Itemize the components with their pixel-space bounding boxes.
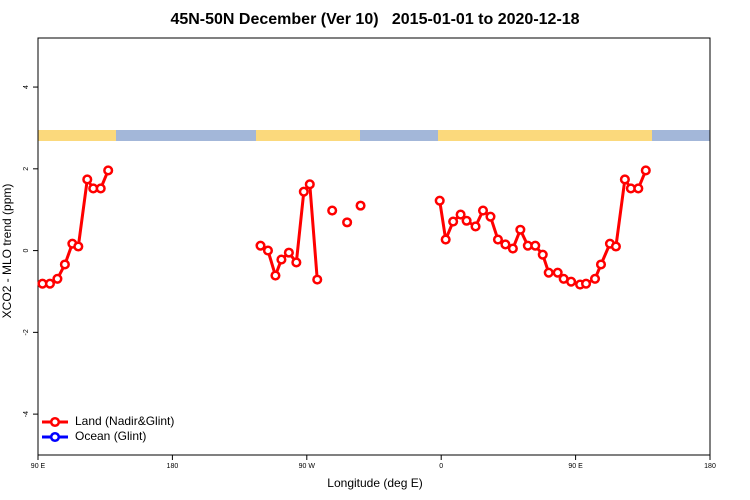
- data-point: [59, 259, 70, 270]
- data-point: [276, 254, 287, 265]
- data-point: [610, 241, 621, 252]
- plot-frame: [37, 37, 711, 456]
- data-point: [566, 276, 577, 287]
- legend-label: Ocean (Glint): [75, 429, 146, 443]
- data-point: [500, 239, 511, 250]
- data-point: [304, 179, 315, 190]
- data-point: [270, 270, 281, 281]
- data-point: [640, 165, 651, 176]
- data-point: [291, 257, 302, 268]
- x-tick-label: 90 W: [299, 463, 316, 470]
- data-point: [355, 200, 366, 211]
- data-point: [73, 241, 84, 252]
- y-tick-label: 0: [23, 249, 30, 253]
- data-point: [619, 174, 630, 185]
- data-point: [595, 259, 607, 270]
- chart-title: 45N-50N December (Ver 10) 2015-01-01 to …: [170, 11, 579, 28]
- land-band: [38, 130, 116, 141]
- data-point: [298, 186, 309, 197]
- data-point: [537, 249, 548, 260]
- data-point: [44, 278, 55, 289]
- y-tick-label: 2: [23, 167, 30, 171]
- data-point: [477, 205, 489, 216]
- data-point: [461, 215, 472, 226]
- land-ocean-strip: [38, 130, 710, 141]
- data-point: [103, 165, 114, 176]
- data-point: [507, 243, 518, 254]
- data-point: [448, 216, 459, 227]
- data-point: [283, 247, 294, 258]
- x-tick-label: 0: [439, 463, 443, 470]
- data-point: [52, 273, 63, 284]
- x-tick-label: 90 E: [31, 463, 46, 470]
- legend-marker: [49, 416, 61, 428]
- data-point: [434, 195, 445, 206]
- y-tick-label: -2: [23, 329, 30, 335]
- ocean-band: [38, 130, 710, 141]
- data-point: [312, 274, 323, 285]
- data-point: [552, 267, 563, 278]
- y-tick-label: -4: [23, 411, 30, 417]
- data-point: [255, 240, 266, 251]
- data-point: [633, 183, 644, 194]
- data-point: [82, 174, 93, 185]
- data-point: [262, 245, 274, 256]
- data-point: [455, 209, 466, 220]
- data-point: [530, 240, 541, 251]
- land-band: [256, 130, 360, 141]
- data-point: [589, 273, 601, 284]
- legend-marker: [49, 431, 61, 443]
- x-axis-label: Longitude (deg E): [327, 476, 422, 490]
- legend-label: Land (Nadir&Glint): [75, 414, 174, 428]
- data-point: [440, 234, 451, 245]
- data-point: [543, 267, 554, 278]
- data-point: [492, 234, 503, 245]
- data-point: [470, 221, 481, 232]
- x-tick-label: 180: [704, 463, 716, 470]
- land-band: [438, 130, 652, 141]
- data-point: [95, 183, 106, 194]
- x-tick-label: 180: [167, 463, 179, 470]
- y-axis-label: XCO2 - MLO trend (ppm): [0, 184, 14, 319]
- data-point: [342, 217, 353, 228]
- data-point: [515, 224, 526, 235]
- series-line: [42, 169, 648, 287]
- x-tick-label: 90 E: [568, 463, 583, 470]
- data-point: [581, 278, 592, 289]
- data-point: [485, 211, 496, 222]
- data-point: [327, 205, 338, 216]
- y-tick-label: 4: [23, 85, 30, 89]
